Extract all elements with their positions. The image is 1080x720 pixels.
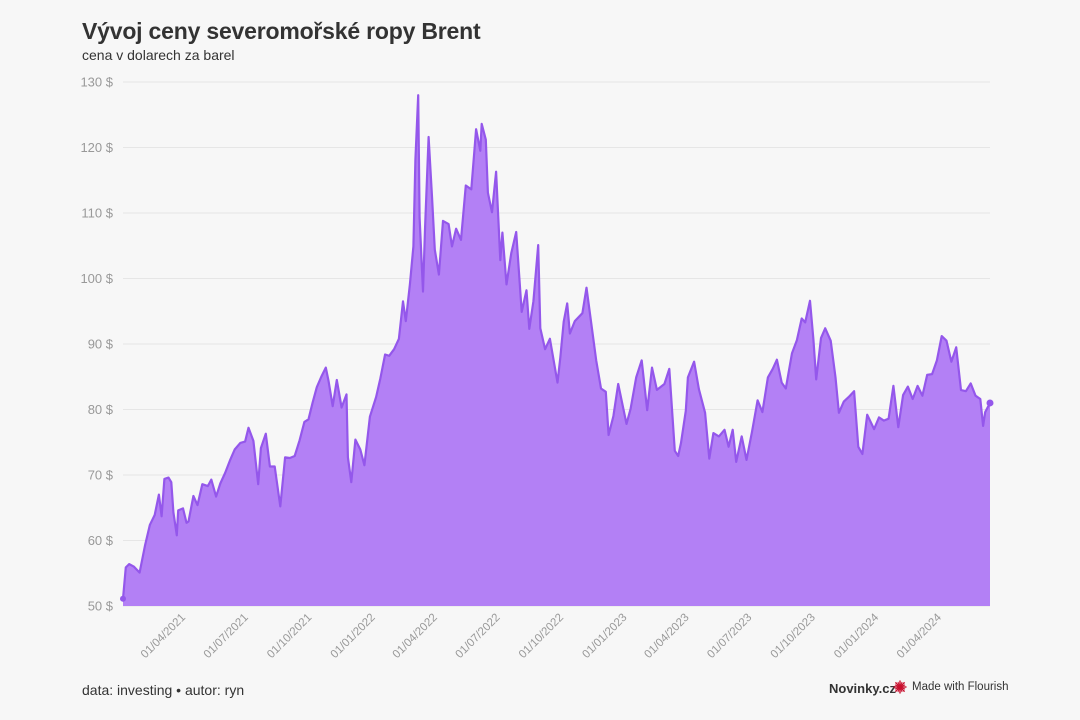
x-tick-label: 01/04/2022	[391, 612, 440, 661]
y-tick-label: 110 $	[81, 206, 113, 221]
start-point-marker[interactable]	[120, 595, 126, 602]
x-tick-label: 01/10/2021	[265, 612, 314, 661]
x-tick-label: 01/07/2022	[453, 612, 502, 661]
made-with-flourish-label: Made with Flourish	[912, 681, 1009, 693]
y-tick-label: 60 $	[88, 533, 114, 548]
series-layer	[120, 94, 994, 606]
y-tick-label: 80 $	[88, 402, 114, 417]
brent-price-area	[123, 95, 990, 606]
y-tick-label: 100 $	[80, 271, 113, 286]
x-tick-label: 01/01/2024	[832, 611, 882, 661]
y-tick-label: 130 $	[80, 75, 113, 90]
y-tick-label: 50 $	[88, 599, 114, 614]
made-with-flourish-link[interactable]: Made with Flourish	[893, 680, 1009, 694]
x-tick-label: 01/04/2024	[895, 611, 945, 661]
chart-title: Vývoj ceny severomořské ropy Brent	[82, 18, 481, 44]
flourish-burst-icon	[893, 680, 907, 694]
y-tick-label: 120 $	[80, 140, 113, 155]
x-tick-label: 01/01/2022	[329, 612, 378, 661]
footer-source: data: investing • autor: ryn	[82, 682, 245, 698]
x-tick-label: 01/07/2023	[705, 612, 754, 661]
x-tick-label: 01/10/2022	[517, 612, 566, 661]
x-tick-label: 01/04/2023	[642, 612, 691, 661]
x-tick-label: 01/07/2021	[202, 612, 251, 661]
y-tick-label: 90 $	[88, 337, 114, 352]
x-tick-label: 01/01/2023	[580, 612, 629, 661]
y-tick-label: 70 $	[88, 468, 114, 483]
x-tick-label: 01/04/2021	[139, 612, 188, 661]
chart-subtitle: cena v dolarech za barel	[82, 47, 235, 63]
brent-price-line	[121, 94, 992, 600]
x-tick-label: 01/10/2023	[769, 612, 818, 661]
end-point-marker[interactable]	[986, 399, 994, 407]
y-axis-ticks: 50 $ 60 $ 70 $ 80 $ 90 $ 100 $ 110 $ 120 $ 130 $	[80, 75, 113, 614]
novinky-logo[interactable]: Novinky.cz	[829, 681, 896, 696]
x-axis-ticks: 01/04/2021 01/07/2021 01/10/2021 01/01/2022…	[139, 611, 945, 661]
